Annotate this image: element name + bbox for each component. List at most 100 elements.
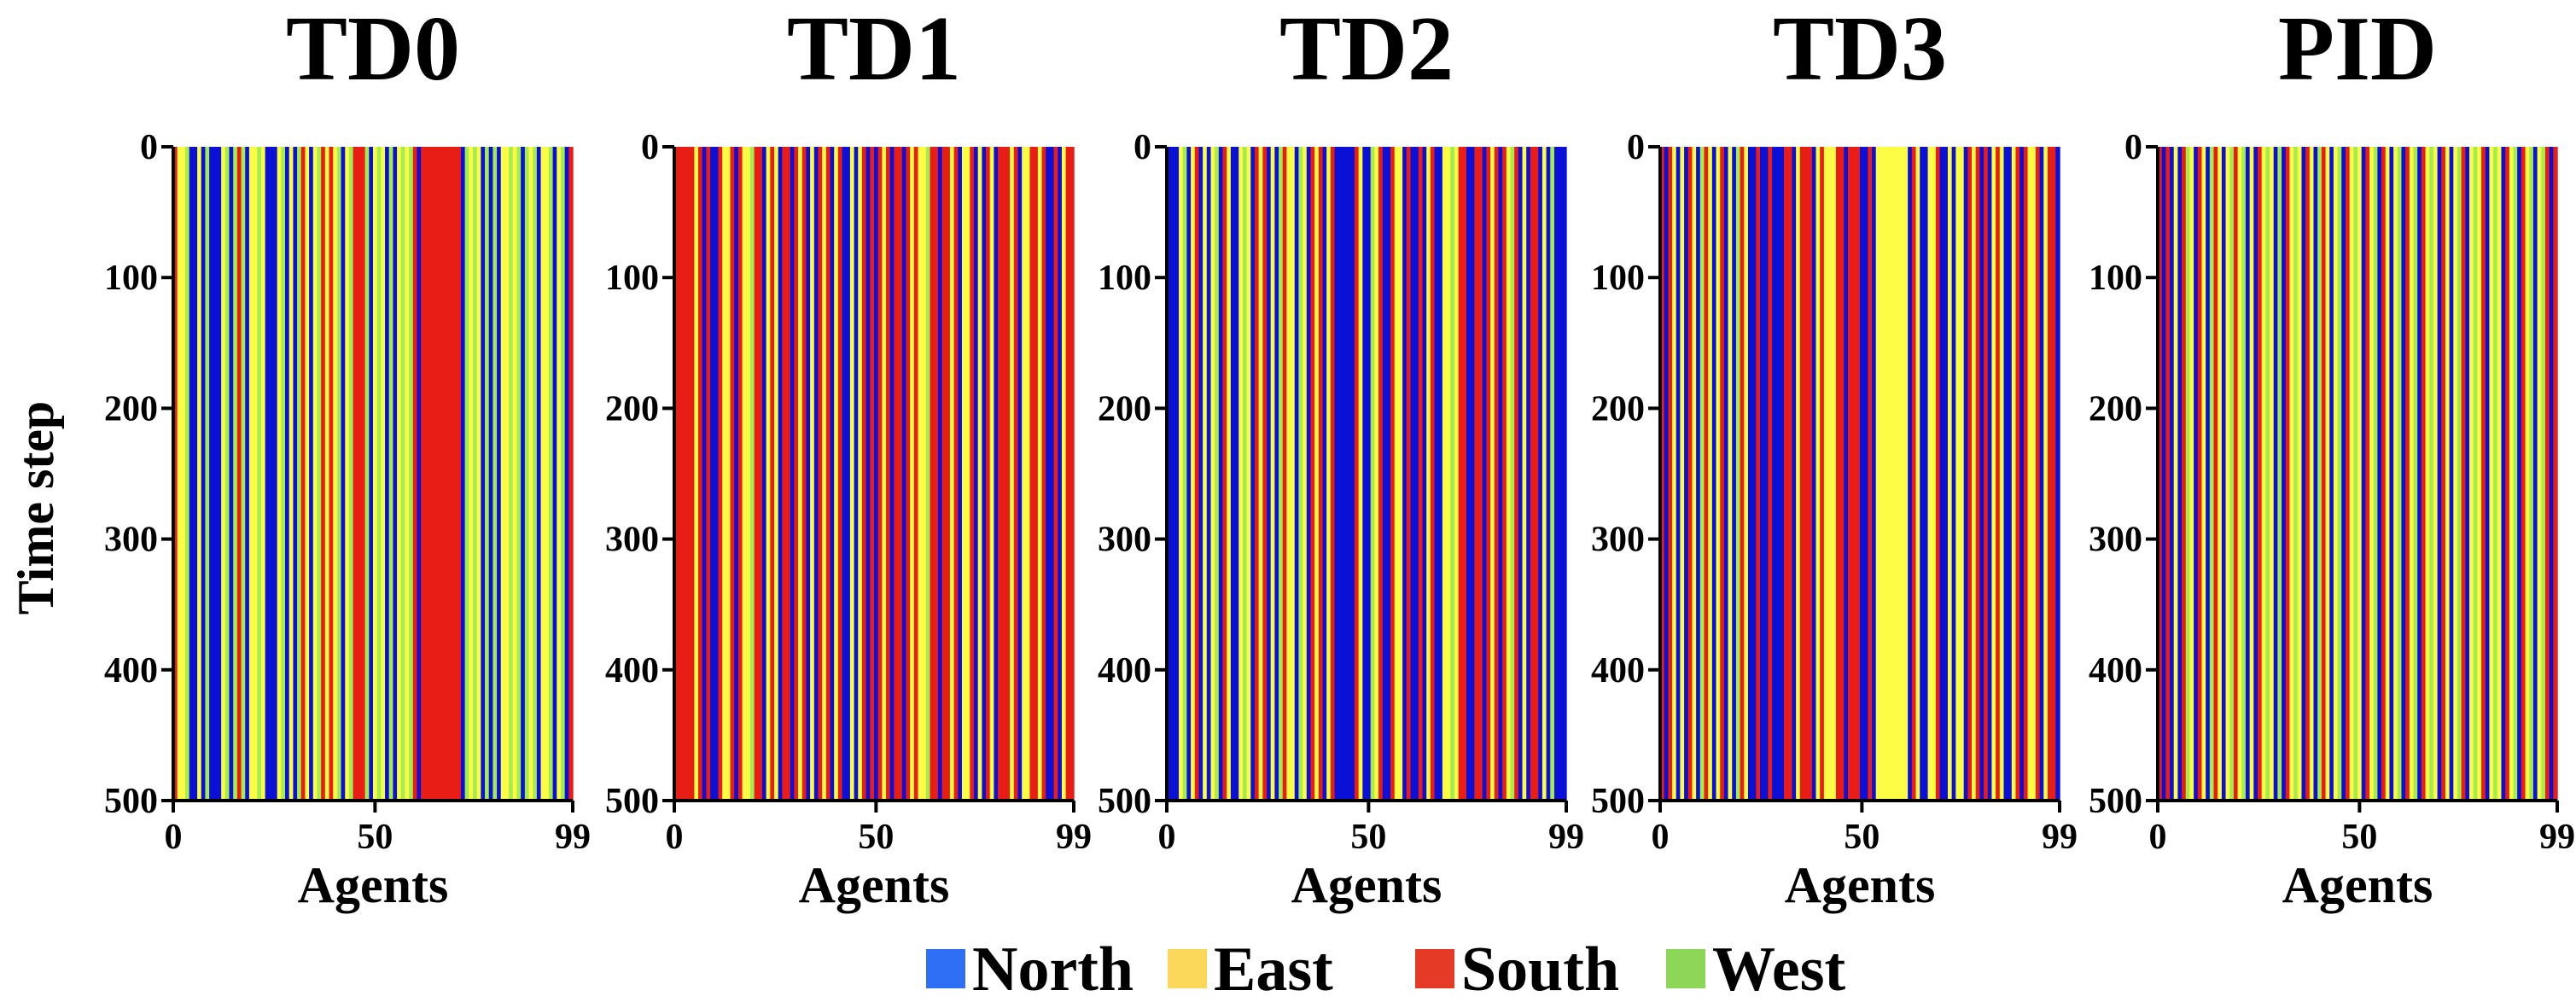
agent-column [1562, 147, 1567, 801]
agent-column [2544, 147, 2550, 801]
agent-column [877, 147, 883, 801]
agent-column [1756, 147, 1761, 801]
agent-column [1823, 147, 1829, 801]
agent-column [778, 147, 784, 801]
agent-column [173, 147, 178, 801]
legend-item-west: West [1666, 935, 1846, 1002]
agent-column [2249, 147, 2255, 801]
agent-column [1374, 147, 1379, 801]
agent-column [1182, 147, 1188, 801]
agent-column [1382, 147, 1388, 801]
agent-column [2409, 147, 2415, 801]
agent-column [1242, 147, 1248, 801]
agent-column [500, 147, 506, 801]
agent-column [1046, 147, 1051, 801]
agent-column [1470, 147, 1476, 801]
agent-column [2469, 147, 2474, 801]
agent-column [1951, 147, 1957, 801]
agent-column [1010, 147, 1015, 801]
agent-column [1851, 147, 1857, 801]
agent-column [1069, 147, 1075, 801]
agent-column [1482, 147, 1488, 801]
agent-column [710, 147, 715, 801]
agent-column [1446, 147, 1451, 801]
agent-column [241, 147, 246, 801]
agent-column [548, 147, 554, 801]
agent-column [421, 147, 426, 801]
agent-column [1466, 147, 1472, 801]
panel-title: TD1 [787, 0, 961, 100]
agent-column [1434, 147, 1439, 801]
agent-column [2177, 147, 2183, 801]
agent-column [181, 147, 186, 801]
agent-column [1903, 147, 1909, 801]
agent-column [986, 147, 991, 801]
agent-column [702, 147, 708, 801]
agent-column [353, 147, 358, 801]
agent-column [1899, 147, 1905, 801]
agent-column [540, 147, 545, 801]
agent-column [360, 147, 366, 801]
agent-column [213, 147, 219, 801]
y-tick-label: 200 [605, 389, 659, 428]
agent-column [1418, 147, 1424, 801]
agent-column [901, 147, 907, 801]
agent-column [476, 147, 482, 801]
agent-column [2225, 147, 2230, 801]
agent-column [1711, 147, 1717, 801]
agent-column [1804, 147, 1809, 801]
agent-column [1553, 147, 1559, 801]
agent-column [822, 147, 827, 801]
agent-column [2258, 147, 2263, 801]
agent-column [2297, 147, 2303, 801]
agent-column [1546, 147, 1551, 801]
agent-column [1522, 147, 1527, 801]
x-tick-label: 0 [2149, 818, 2167, 857]
agent-column [1502, 147, 1507, 801]
agent-column [754, 147, 759, 801]
agent-column [1254, 147, 1260, 801]
agent-column [1875, 147, 1881, 801]
agent-column [830, 147, 835, 801]
agent-column [1330, 147, 1336, 801]
agent-column [1987, 147, 1993, 801]
agent-column [1342, 147, 1348, 801]
agent-column [1490, 147, 1495, 801]
agent-column [305, 147, 310, 801]
agent-column [746, 147, 751, 801]
agent-column [2393, 147, 2398, 801]
agent-column [825, 147, 831, 801]
x-tick-label: 0 [165, 818, 183, 857]
agent-column [436, 147, 442, 801]
agent-column [1927, 147, 1932, 801]
agent-column [464, 147, 470, 801]
agent-column [2549, 147, 2555, 801]
agent-column [2501, 147, 2506, 801]
agent-column [1891, 147, 1897, 801]
y-tick-label: 500 [605, 782, 659, 821]
agent-column [810, 147, 815, 801]
agent-column [257, 147, 262, 801]
agent-column [1732, 147, 1737, 801]
agent-column [2173, 147, 2179, 801]
agent-column [698, 147, 703, 801]
agent-column [221, 147, 226, 801]
agent-column [217, 147, 222, 801]
agent-column [910, 147, 915, 801]
agent-column [1684, 147, 1689, 801]
agent-column [2553, 147, 2558, 801]
agent-column [281, 147, 286, 801]
agent-column [898, 147, 903, 801]
agent-column [2329, 147, 2334, 801]
agent-column [1530, 147, 1536, 801]
agent-column [357, 147, 362, 801]
agent-column [2497, 147, 2503, 801]
agent-column [300, 147, 306, 801]
agent-column [1367, 147, 1372, 801]
agent-column [189, 147, 195, 801]
agent-column [1282, 147, 1288, 801]
agent-column [941, 147, 947, 801]
agent-column [2055, 147, 2060, 801]
agent-column [1414, 147, 1419, 801]
